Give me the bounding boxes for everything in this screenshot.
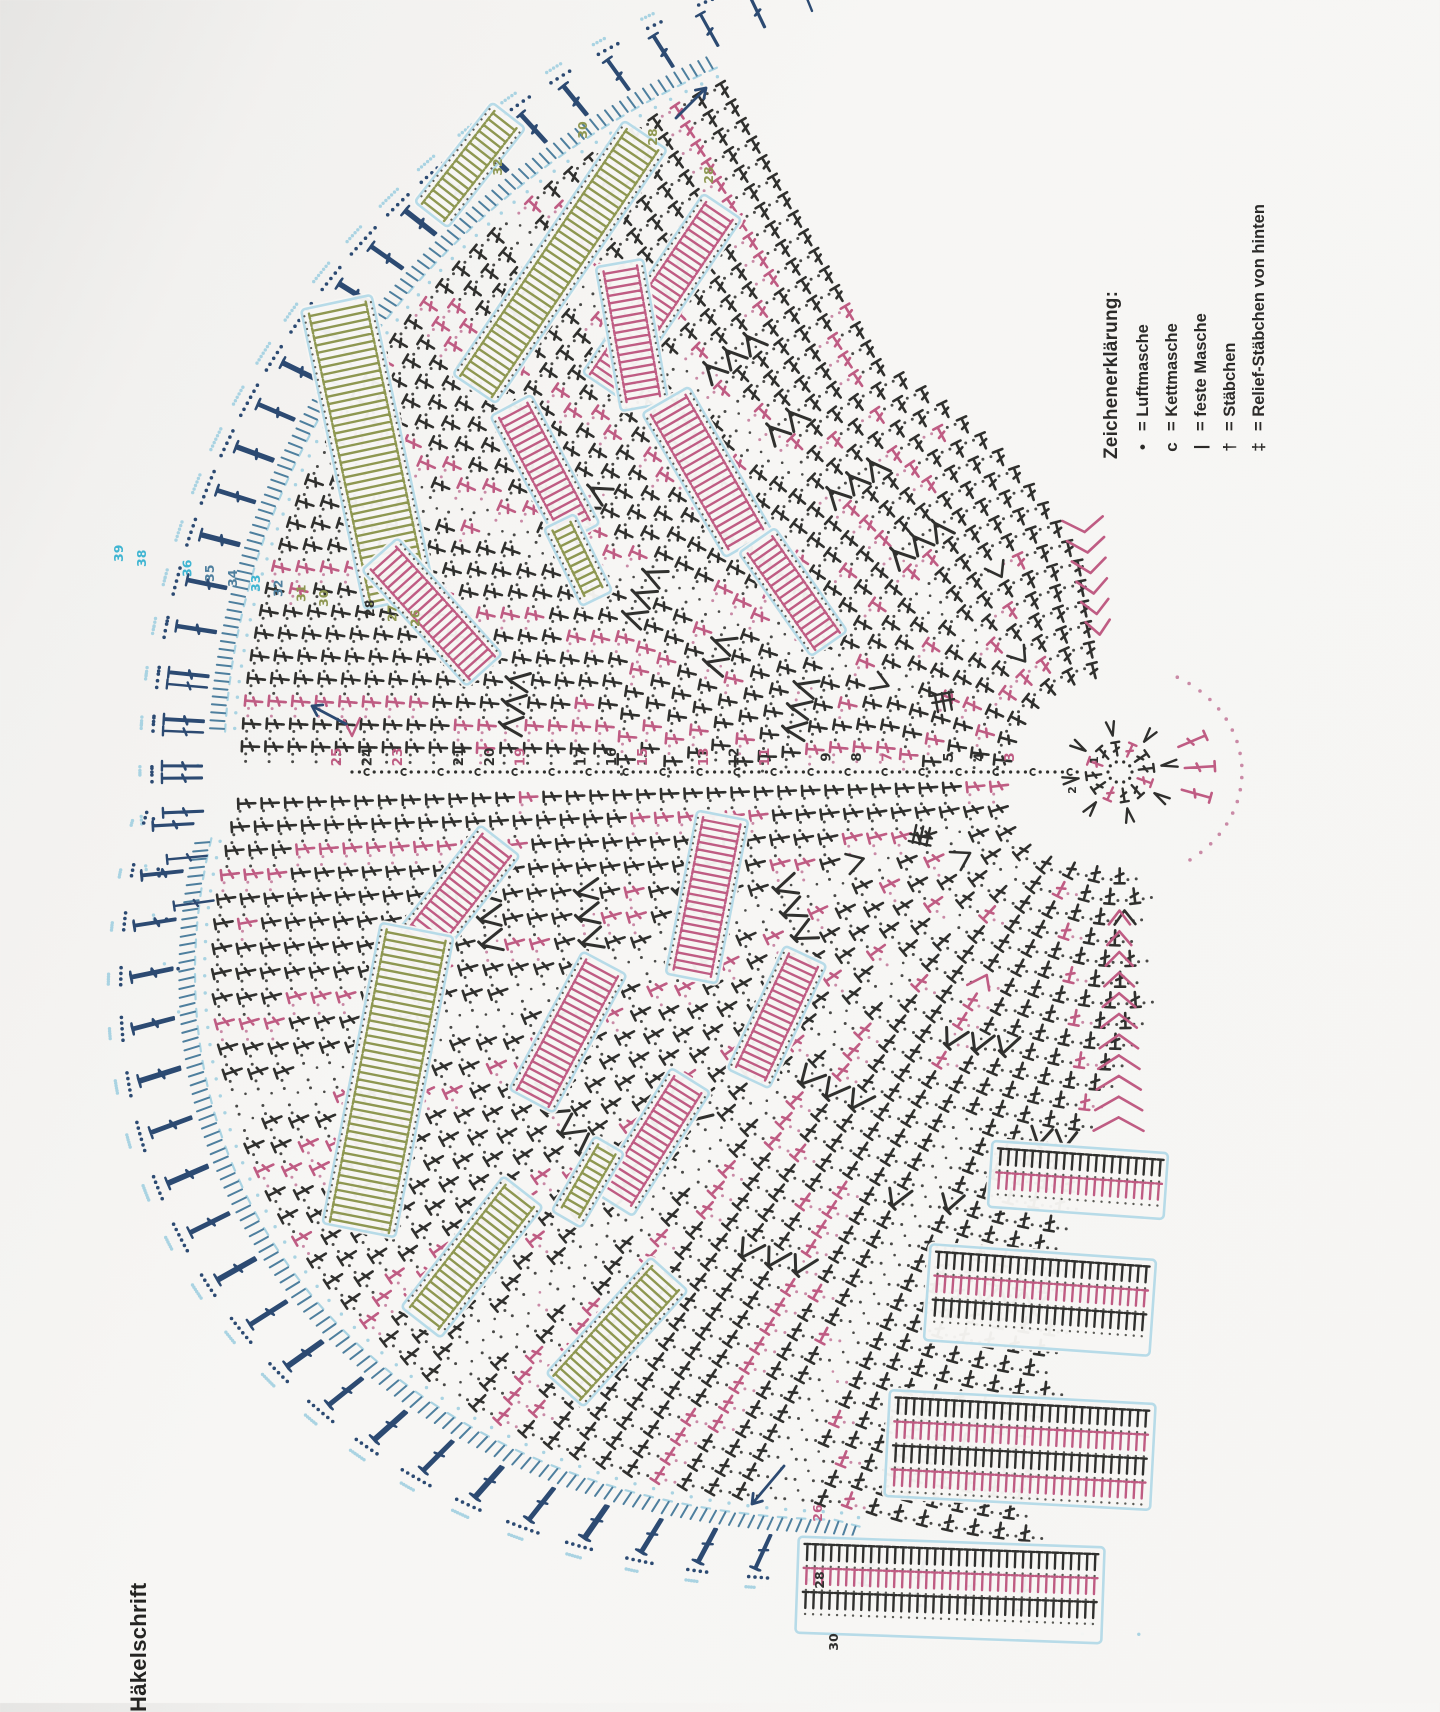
chart-title: Häkelschrift bbox=[126, 1582, 151, 1712]
legend-item-label: = Luftmasche bbox=[1133, 324, 1152, 431]
row-number: 5 bbox=[941, 752, 957, 761]
row-number: 39 bbox=[111, 545, 126, 562]
row-number: 38 bbox=[134, 550, 149, 567]
row-number: 26 bbox=[810, 1504, 825, 1522]
row-number: 17 bbox=[574, 748, 590, 767]
row-number: 25 bbox=[329, 748, 345, 767]
row-number: 23 bbox=[390, 748, 406, 767]
motif-blocks bbox=[298, 101, 1171, 1647]
row-number: 15 bbox=[635, 748, 651, 767]
relief-stitch-icon: ‡ bbox=[1249, 442, 1268, 452]
row-number: 35 bbox=[202, 565, 217, 582]
motif-block bbox=[881, 1387, 1159, 1513]
legend-item: c = Kettmasche bbox=[1162, 129, 1182, 459]
row-number: 8 bbox=[849, 752, 865, 761]
legend-item: | = feste Masche bbox=[1191, 129, 1211, 459]
row-number: 19 bbox=[512, 748, 528, 767]
row-number: 13 bbox=[696, 748, 712, 767]
row-number: 1 bbox=[1088, 756, 1101, 764]
motif-block bbox=[725, 943, 829, 1091]
row-number: 30 bbox=[575, 121, 590, 139]
legend: Zeichenerklärung: • = Luftmasche c = Ket… bbox=[1101, 129, 1353, 459]
row-number: 28 bbox=[812, 1571, 827, 1588]
motif-block bbox=[451, 119, 669, 405]
legend-item: ‡ = Relief-Stäbchen von hinten bbox=[1249, 129, 1269, 459]
legend-item-label: = Stäbchen bbox=[1220, 342, 1239, 432]
motif-block bbox=[488, 393, 602, 547]
row-number: 30 bbox=[316, 589, 331, 607]
row-number: 33 bbox=[248, 575, 263, 592]
row-number: 28 bbox=[362, 600, 377, 617]
row-number: 9 bbox=[818, 752, 834, 761]
row-number: 20 bbox=[482, 748, 498, 767]
row-number: 7 bbox=[880, 752, 896, 761]
motif-block bbox=[542, 512, 614, 608]
row-number: 11 bbox=[757, 748, 773, 767]
row-number: 24 bbox=[359, 748, 375, 767]
motif-block bbox=[792, 1533, 1108, 1647]
row-number: 36 bbox=[179, 559, 194, 577]
row-number: 4 bbox=[971, 752, 987, 761]
motif-block bbox=[550, 1134, 626, 1230]
row-number: 28 bbox=[701, 166, 716, 183]
row-number: 31 bbox=[293, 585, 308, 602]
legend-item-label: = Kettmasche bbox=[1162, 323, 1181, 431]
motif-block bbox=[593, 256, 671, 414]
row-number: 30 bbox=[826, 1633, 841, 1651]
motif-block bbox=[360, 536, 504, 688]
motif-block bbox=[413, 101, 527, 229]
double-crochet-icon: † bbox=[1220, 442, 1239, 452]
single-crochet-icon: | bbox=[1191, 444, 1210, 450]
slip-stitch-icon: c bbox=[1162, 442, 1181, 452]
motif-block bbox=[320, 920, 456, 1240]
legend-item: † = Stäbchen bbox=[1220, 129, 1240, 459]
chain-stitch-icon: • bbox=[1133, 444, 1152, 450]
row-number: 16 bbox=[604, 748, 620, 767]
row-number: 27 bbox=[385, 605, 400, 622]
row-number: 32 bbox=[271, 580, 286, 597]
row-numbers: 1234578911121315161719202123242526272830… bbox=[111, 121, 1101, 1651]
motif-block bbox=[507, 949, 629, 1115]
motif-block bbox=[985, 1138, 1171, 1222]
row-number: 28 bbox=[645, 128, 660, 145]
row-number: 3 bbox=[1002, 752, 1018, 761]
motif-block bbox=[737, 526, 849, 658]
motif-block bbox=[544, 1255, 690, 1409]
legend-item-label: = Relief-Stäbchen von hinten bbox=[1249, 204, 1268, 431]
motif-block bbox=[921, 1241, 1159, 1359]
row-number: 2 bbox=[1066, 786, 1079, 794]
row-number: 12 bbox=[727, 748, 743, 767]
legend-item-label: = feste Masche bbox=[1191, 313, 1210, 431]
row-number: 21 bbox=[451, 748, 467, 767]
legend-heading: Zeichenerklärung: bbox=[1101, 290, 1122, 459]
motif-block bbox=[399, 1174, 545, 1340]
row-number: 34 bbox=[225, 569, 240, 587]
legend-item: • = Luftmasche bbox=[1133, 129, 1153, 459]
row-number: 32 bbox=[490, 158, 505, 175]
motif-block bbox=[663, 808, 751, 986]
row-number: 26 bbox=[407, 609, 422, 627]
motif-block bbox=[592, 1066, 712, 1218]
